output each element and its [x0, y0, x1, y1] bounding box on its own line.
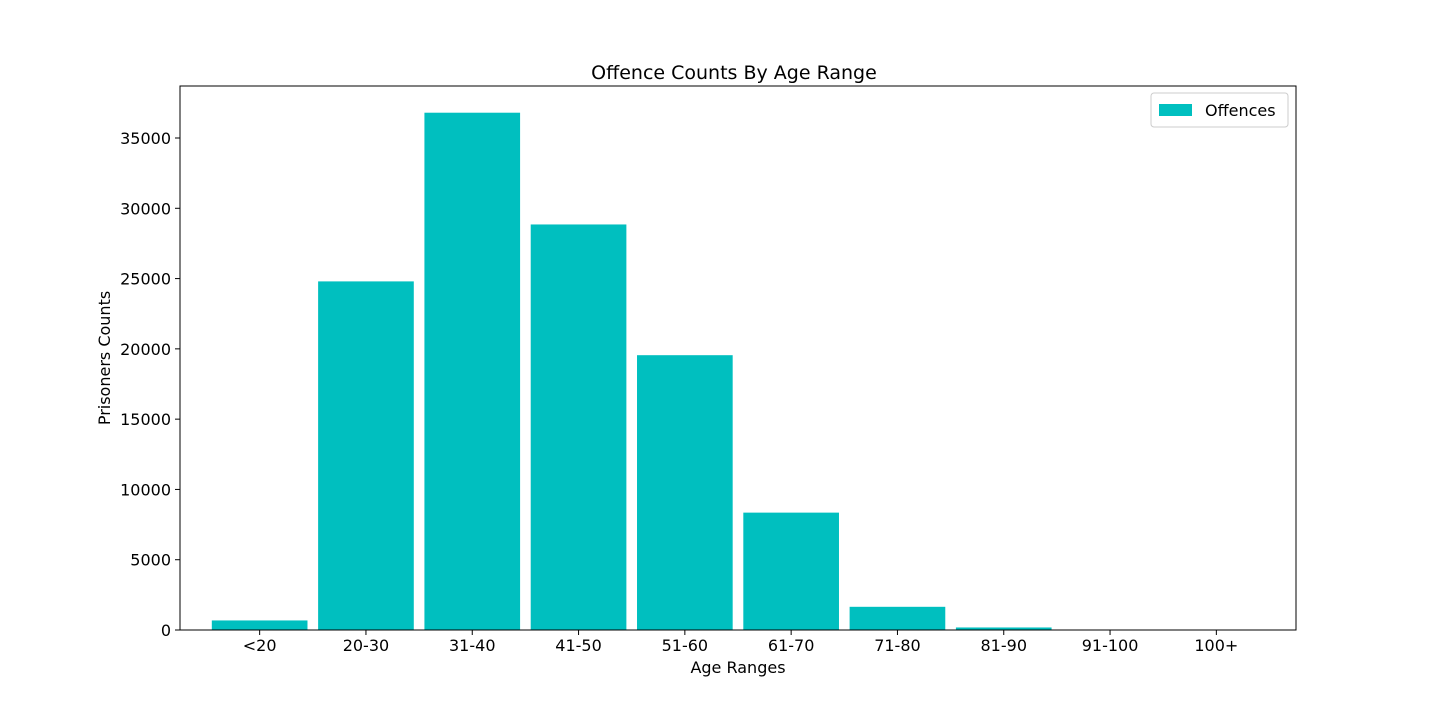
bar-51-60 [637, 355, 733, 630]
bar-61-70 [743, 513, 839, 630]
y-axis-label: Prisoners Counts [95, 291, 114, 425]
x-tick-label: 20-30 [343, 636, 390, 655]
y-tick-label: 20000 [120, 340, 171, 359]
bars-layer [212, 113, 1264, 630]
y-tick-label: 30000 [120, 199, 171, 218]
y-tick-label: 10000 [120, 480, 171, 499]
bar-41-50 [531, 224, 627, 630]
x-tick-label: 61-70 [768, 636, 815, 655]
x-tick-label: 71-80 [874, 636, 921, 655]
bar-71-80 [850, 607, 946, 630]
legend: Offences [1151, 93, 1288, 127]
x-axis-label: Age Ranges [690, 658, 785, 677]
bar-20-30 [318, 281, 414, 630]
y-tick-label: 35000 [120, 129, 171, 148]
y-tick-label: 5000 [130, 551, 171, 570]
x-axis: <20 20-30 31-40 41-50 51-60 61-70 71-80 81-90 91… [243, 630, 1239, 655]
y-tick-label: 15000 [120, 410, 171, 429]
y-tick-label: 25000 [120, 270, 171, 289]
x-tick-label: 31-40 [449, 636, 496, 655]
x-tick-label: 41-50 [555, 636, 602, 655]
bar-31-40 [424, 113, 520, 630]
x-tick-label: 91-100 [1082, 636, 1139, 655]
y-axis: 0 5000 10000 15000 20000 25000 30000 35000 [120, 129, 180, 640]
legend-swatch-offences [1159, 104, 1192, 116]
x-tick-label: 51-60 [662, 636, 709, 655]
x-tick-label: 81-90 [981, 636, 1028, 655]
chart-title: Offence Counts By Age Range [591, 62, 877, 84]
x-tick-label: 100+ [1194, 636, 1238, 655]
legend-label-offences: Offences [1205, 101, 1276, 120]
y-tick-label: 0 [161, 621, 171, 640]
bar-<20 [212, 620, 308, 630]
x-tick-label: <20 [243, 636, 277, 655]
